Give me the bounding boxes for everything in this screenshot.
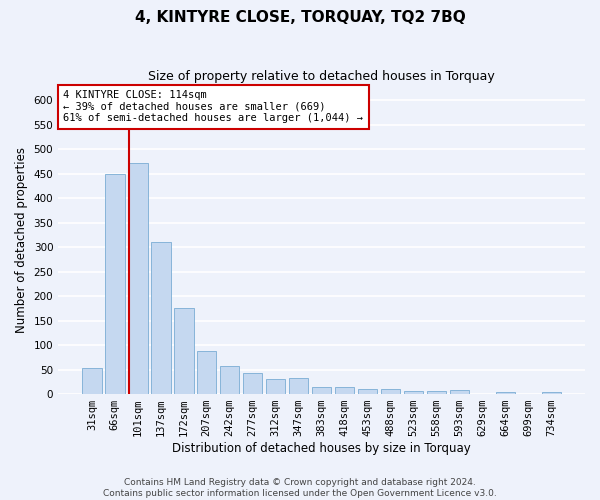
Bar [427,391,446,394]
Bar [220,366,239,394]
Bar [243,373,262,394]
Y-axis label: Number of detached properties: Number of detached properties [15,147,28,333]
Text: 4, KINTYRE CLOSE, TORQUAY, TQ2 7BQ: 4, KINTYRE CLOSE, TORQUAY, TQ2 7BQ [134,10,466,25]
Bar [105,174,125,394]
Bar [335,386,355,394]
Bar [266,380,286,394]
Bar [358,389,377,394]
Bar [449,390,469,394]
X-axis label: Distribution of detached houses by size in Torquay: Distribution of detached houses by size … [172,442,471,455]
Bar [496,392,515,394]
Bar [174,308,194,394]
Bar [542,392,561,394]
Bar [197,351,217,394]
Title: Size of property relative to detached houses in Torquay: Size of property relative to detached ho… [148,70,495,83]
Bar [82,368,101,394]
Bar [151,242,170,394]
Bar [128,163,148,394]
Text: Contains HM Land Registry data © Crown copyright and database right 2024.
Contai: Contains HM Land Registry data © Crown c… [103,478,497,498]
Bar [312,386,331,394]
Text: 4 KINTYRE CLOSE: 114sqm
← 39% of detached houses are smaller (669)
61% of semi-d: 4 KINTYRE CLOSE: 114sqm ← 39% of detache… [64,90,364,124]
Bar [289,378,308,394]
Bar [404,391,423,394]
Bar [381,389,400,394]
